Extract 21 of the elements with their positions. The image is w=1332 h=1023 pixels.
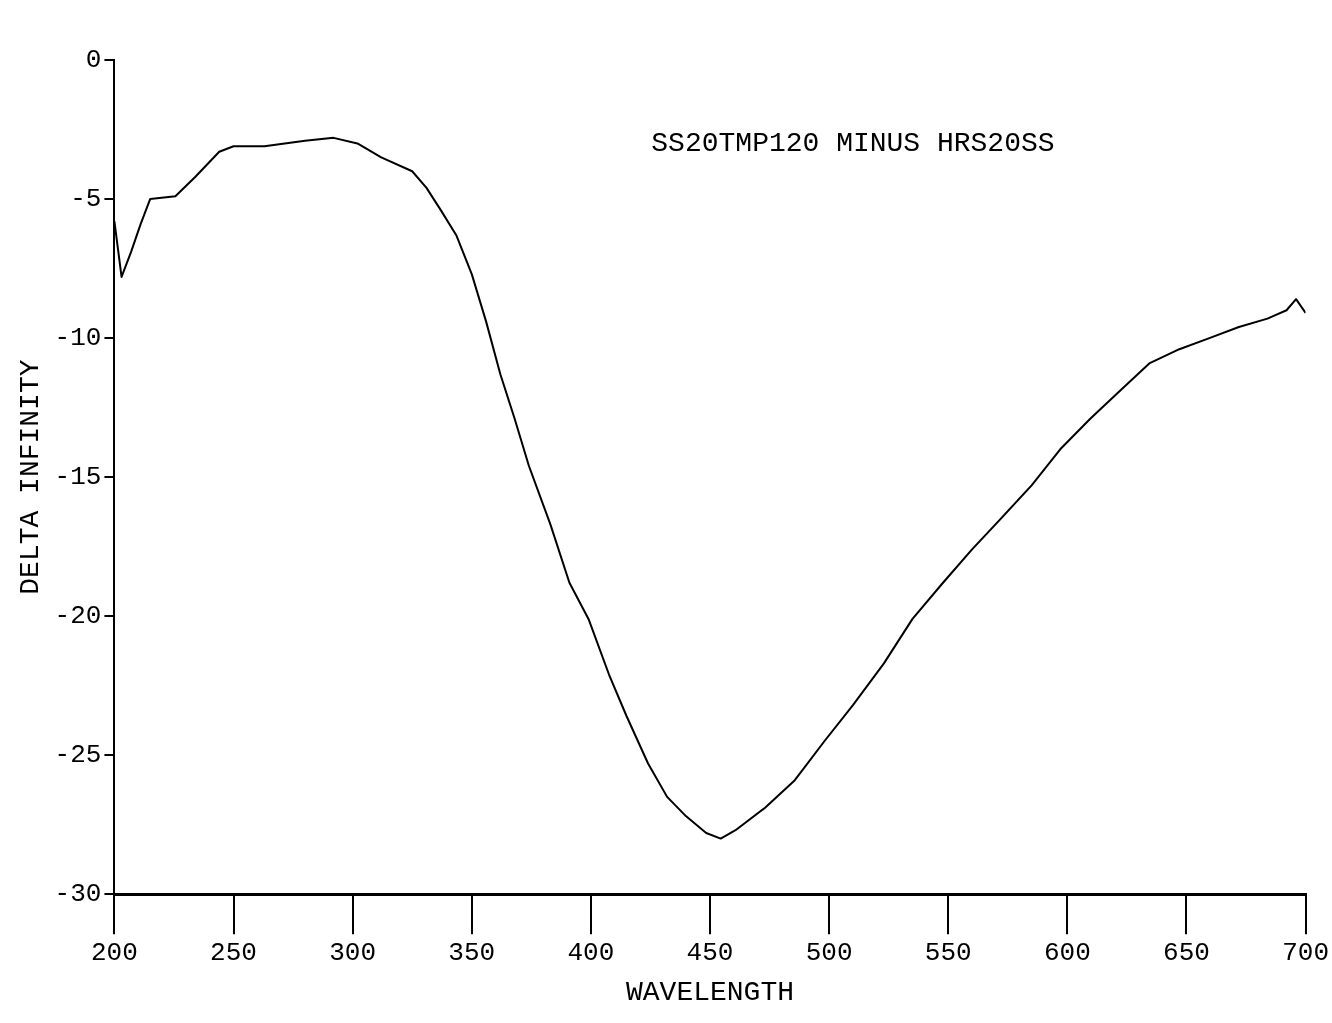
y-tick-label: -30 (54, 879, 102, 910)
y-tick-label: -10 (54, 322, 102, 353)
x-tick-label: 650 (1163, 937, 1210, 968)
y-tick-label: -15 (54, 461, 102, 492)
x-tick-label: 450 (686, 937, 734, 968)
x-axis-title: WAVELENGTH (625, 976, 795, 1008)
x-tick-label: 550 (924, 937, 972, 968)
y-tick-label: -20 (54, 601, 102, 632)
x-tick-label: 600 (1043, 937, 1091, 968)
x-tick-label: 400 (567, 937, 615, 968)
x-tick-label: 200 (91, 937, 138, 968)
x-tick-label: 300 (329, 937, 377, 968)
x-tick-label: 500 (805, 937, 853, 968)
annotation: SS20TMP120 MINUS HRS20SS (651, 128, 1055, 160)
y-tick-label: -25 (54, 740, 102, 771)
x-tick-label: 250 (210, 937, 257, 968)
x-tick-label: 350 (448, 937, 496, 968)
x-tick-label: 700 (1282, 937, 1329, 968)
y-tick-label: -5 (70, 183, 102, 214)
y-axis-title: DELTA INFINITY (15, 359, 47, 595)
y-tick-label: 0 (85, 44, 102, 75)
